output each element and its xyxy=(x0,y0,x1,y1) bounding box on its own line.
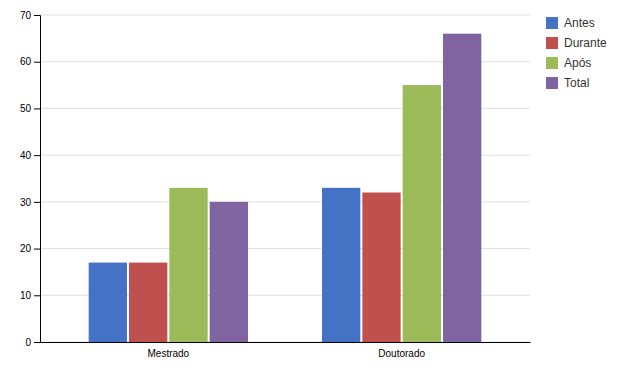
tick-mark xyxy=(34,342,40,343)
tick-label: 50 xyxy=(20,103,32,114)
bar-series xyxy=(169,85,441,342)
legend: Antes Durante Após Total xyxy=(546,16,607,90)
tick-label: Mestrado xyxy=(147,348,189,359)
legend-item: Após xyxy=(546,56,591,70)
tick: 30 xyxy=(20,197,40,208)
tick: 50 xyxy=(20,103,40,114)
tick-label: 0 xyxy=(25,337,31,348)
tick-label: 30 xyxy=(20,197,32,208)
tick: Doutorado xyxy=(378,348,425,359)
tick: 10 xyxy=(20,290,40,301)
tick: 40 xyxy=(20,150,40,161)
bar xyxy=(89,263,127,342)
legend-label: Total xyxy=(564,76,589,90)
tick-label: 10 xyxy=(20,290,32,301)
tick-mark xyxy=(34,295,40,296)
grid xyxy=(40,15,530,342)
tick: 20 xyxy=(20,243,40,254)
bar-series xyxy=(89,188,361,342)
legend-label: Durante xyxy=(564,36,607,50)
tick: Mestrado xyxy=(147,348,189,359)
tick-label: Doutorado xyxy=(378,348,425,359)
legend-label: Após xyxy=(564,56,591,70)
legend-item: Durante xyxy=(546,36,607,50)
bars xyxy=(89,34,482,342)
bar xyxy=(322,188,360,342)
tick: 60 xyxy=(20,56,40,67)
x-axis: Mestrado Doutorado xyxy=(41,343,531,360)
bar-series xyxy=(210,34,482,342)
legend-item: Total xyxy=(546,76,589,90)
bar xyxy=(403,85,441,342)
tick-mark xyxy=(34,249,40,250)
tick-label: 40 xyxy=(20,150,32,161)
tick-label: 60 xyxy=(20,56,32,67)
tick-mark xyxy=(34,155,40,156)
legend-swatch xyxy=(546,77,558,89)
plot: 0 10 20 30 40 50 60 70 Mestrado Doutorado Antes Dur… xyxy=(20,10,607,359)
bar xyxy=(169,188,207,342)
tick: 0 xyxy=(25,337,40,348)
axis-line xyxy=(34,16,41,343)
tick: 70 xyxy=(20,10,40,21)
legend-item: Antes xyxy=(546,16,595,30)
tick-mark xyxy=(34,108,40,109)
tick-mark xyxy=(34,202,40,203)
axis-line xyxy=(41,342,531,343)
grid-line xyxy=(40,15,530,16)
chart: 0 10 20 30 40 50 60 70 Mestrado Doutorado Antes Dur… xyxy=(0,0,642,374)
tick-mark xyxy=(34,15,40,16)
legend-swatch xyxy=(546,37,558,49)
bar xyxy=(210,202,248,342)
tick-mark xyxy=(34,62,40,63)
legend-label: Antes xyxy=(564,16,595,30)
legend-swatch xyxy=(546,17,558,29)
bar xyxy=(362,193,400,342)
y-axis: 0 10 20 30 40 50 60 70 xyxy=(20,10,41,348)
legend-swatch xyxy=(546,57,558,69)
bar xyxy=(443,34,481,342)
bar xyxy=(129,263,167,342)
tick-label: 70 xyxy=(20,10,32,21)
tick-label: 20 xyxy=(20,243,32,254)
